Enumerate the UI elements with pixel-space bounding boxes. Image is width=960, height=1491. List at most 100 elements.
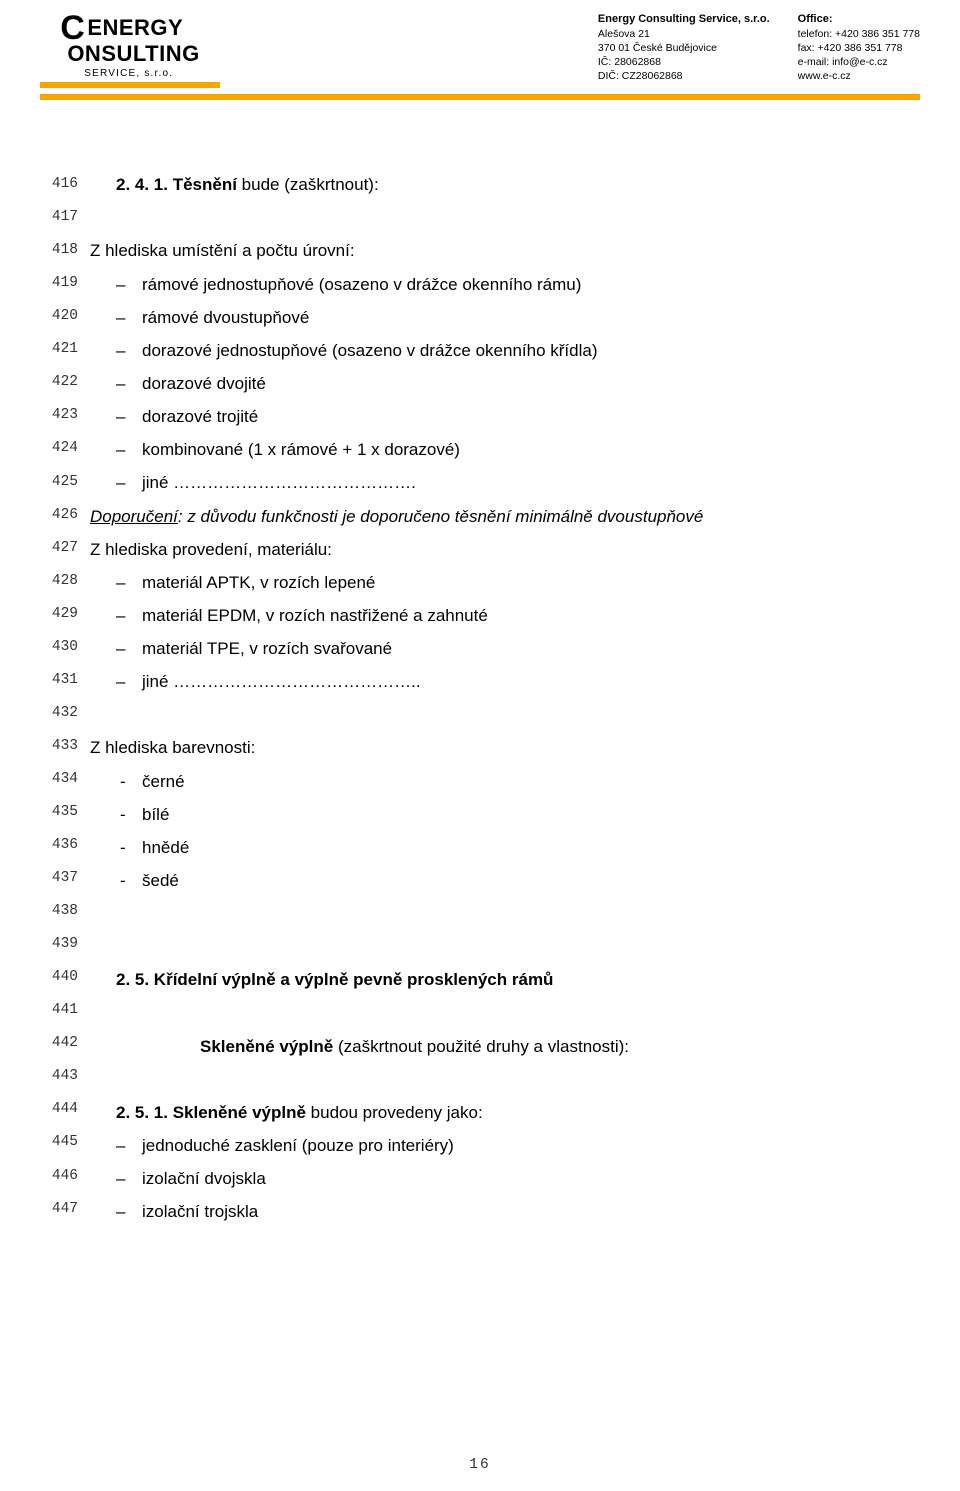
contact-office: Office: telefon: +420 386 351 778 fax: +… [798, 12, 920, 84]
logo-block: C ENERGY C ONSULTING SERVICE, s.r.o. [40, 12, 220, 88]
line-number-gutter: 4164174184194204214224234244254264274284… [30, 168, 90, 1229]
heading-2-4-1: 2. 4. 1. Těsnění bude (zaškrtnout): [90, 168, 910, 201]
heading-2-5: 2. 5. Křídelní výplně a výplně pevně pro… [90, 963, 910, 996]
list-item: materiál APTK, v rozích lepené [90, 566, 910, 599]
line-number: 443 [30, 1060, 78, 1093]
list-item: jednoduché zasklení (pouze pro interiéry… [90, 1129, 910, 1162]
list-item: materiál TPE, v rozích svařované [90, 632, 910, 665]
line-number: 432 [30, 697, 78, 730]
logo-c-icon: C [60, 12, 85, 44]
line-number: 424 [30, 432, 78, 465]
line-number: 417 [30, 201, 78, 234]
line-number: 436 [30, 829, 78, 862]
list-item: šedé [90, 864, 910, 897]
logo-subtitle: SERVICE, s.r.o. [84, 69, 199, 79]
list-item: dorazové jednostupňové (osazeno v drážce… [90, 334, 910, 367]
line-number: 425 [30, 466, 78, 499]
logo-underline [40, 82, 220, 88]
header-band-line [40, 94, 920, 100]
document-page: C ENERGY C ONSULTING SERVICE, s.r.o. Ene… [0, 0, 960, 1491]
line-number: 434 [30, 763, 78, 796]
letterhead: C ENERGY C ONSULTING SERVICE, s.r.o. Ene… [0, 0, 960, 108]
list-item: materiál EPDM, v rozích nastřižené a zah… [90, 599, 910, 632]
line-number: 423 [30, 399, 78, 432]
line-number: 421 [30, 333, 78, 366]
office-phone: telefon: +420 386 351 778 [798, 28, 920, 40]
list-item: kombinované (1 x rámové + 1 x dorazové) [90, 433, 910, 466]
line-number: 427 [30, 532, 78, 565]
list-item: jiné …………………………………….. [90, 665, 910, 698]
glass-fill-rest: (zaškrtnout použité druhy a vlastnosti): [333, 1037, 629, 1056]
blank-line [90, 698, 910, 731]
page-number: 16 [0, 1457, 960, 1473]
logo-line2: ONSULTING [67, 44, 199, 65]
line-number: 420 [30, 300, 78, 333]
company-logo: C ENERGY C ONSULTING SERVICE, s.r.o. [60, 12, 199, 78]
line-number: 429 [30, 598, 78, 631]
line-number: 444 [30, 1093, 78, 1126]
line-number: 422 [30, 366, 78, 399]
line-number: 445 [30, 1126, 78, 1159]
line-number: 440 [30, 961, 78, 994]
blank-line [90, 930, 910, 963]
list-item: dorazové trojité [90, 400, 910, 433]
line-number: 446 [30, 1160, 78, 1193]
line-number: 419 [30, 267, 78, 300]
contact-block: Energy Consulting Service, s.r.o. Alešov… [598, 12, 920, 84]
office-fax: fax: +420 386 351 778 [798, 42, 903, 54]
heading-2-5-1-bold: 2. 5. 1. Skleněné výplně [116, 1103, 306, 1122]
glass-fill-bold: Skleněné výplně [200, 1037, 333, 1056]
blank-line [90, 201, 910, 234]
contact-address: Energy Consulting Service, s.r.o. Alešov… [598, 12, 770, 84]
list-item: izolační trojskla [90, 1195, 910, 1228]
blank-line [90, 997, 910, 1030]
line-number: 430 [30, 631, 78, 664]
recommendation-label: Doporučení [90, 507, 178, 526]
list-item: rámové jednostupňové (osazeno v drážce o… [90, 268, 910, 301]
document-content: 4164174184194204214224234244254264274284… [0, 108, 960, 1269]
heading-2-4-1-bold: 2. 4. 1. Těsnění [116, 175, 237, 194]
addr-line3: IČ: 28062868 [598, 56, 661, 68]
line-number: 428 [30, 565, 78, 598]
office-web: www.e-c.cz [798, 70, 851, 82]
recommendation-line: Doporučení: z důvodu funkčnosti je dopor… [90, 500, 910, 533]
office-label: Office: [798, 13, 833, 25]
list-item: hnědé [90, 831, 910, 864]
line-number: 442 [30, 1027, 78, 1060]
company-name: Energy Consulting Service, s.r.o. [598, 13, 770, 25]
line-number: 439 [30, 928, 78, 961]
line-number: 435 [30, 796, 78, 829]
subhead-color: Z hlediska barevnosti: [90, 731, 910, 764]
line-number: 426 [30, 499, 78, 532]
letterhead-inner: C ENERGY C ONSULTING SERVICE, s.r.o. Ene… [40, 12, 920, 88]
list-item: bílé [90, 798, 910, 831]
list-item: izolační dvojskla [90, 1162, 910, 1195]
line-number: 416 [30, 168, 78, 201]
list-item: dorazové dvojité [90, 367, 910, 400]
blank-line [90, 897, 910, 930]
addr-line1: Alešova 21 [598, 28, 650, 40]
blank-line [90, 1063, 910, 1096]
recommendation-text: : z důvodu funkčnosti je doporučeno těsn… [178, 507, 703, 526]
line-number: 418 [30, 234, 78, 267]
heading-2-5-1: 2. 5. 1. Skleněné výplně budou provedeny… [90, 1096, 910, 1129]
office-email: e-mail: info@e-c.cz [798, 56, 888, 68]
addr-line2: 370 01 České Budějovice [598, 42, 717, 54]
glass-fill-subhead: Skleněné výplně (zaškrtnout použité druh… [90, 1030, 910, 1063]
line-number: 433 [30, 730, 78, 763]
list-item: rámové dvoustupňové [90, 301, 910, 334]
subhead-material: Z hlediska provedení, materiálu: [90, 533, 910, 566]
document-body: 2. 4. 1. Těsnění bude (zaškrtnout): Z hl… [90, 168, 910, 1229]
heading-2-4-1-rest: bude (zaškrtnout): [237, 175, 379, 194]
line-number: 447 [30, 1193, 78, 1226]
line-number: 437 [30, 862, 78, 895]
logo-line1: ENERGY [87, 18, 183, 39]
subhead-placement: Z hlediska umístění a počtu úrovní: [90, 234, 910, 267]
line-number: 438 [30, 895, 78, 928]
line-number: 431 [30, 664, 78, 697]
line-number: 441 [30, 994, 78, 1027]
addr-line4: DIČ: CZ28062868 [598, 70, 683, 82]
list-item: černé [90, 765, 910, 798]
list-item: jiné ……………………………………. [90, 466, 910, 499]
heading-2-5-1-rest: budou provedeny jako: [306, 1103, 483, 1122]
